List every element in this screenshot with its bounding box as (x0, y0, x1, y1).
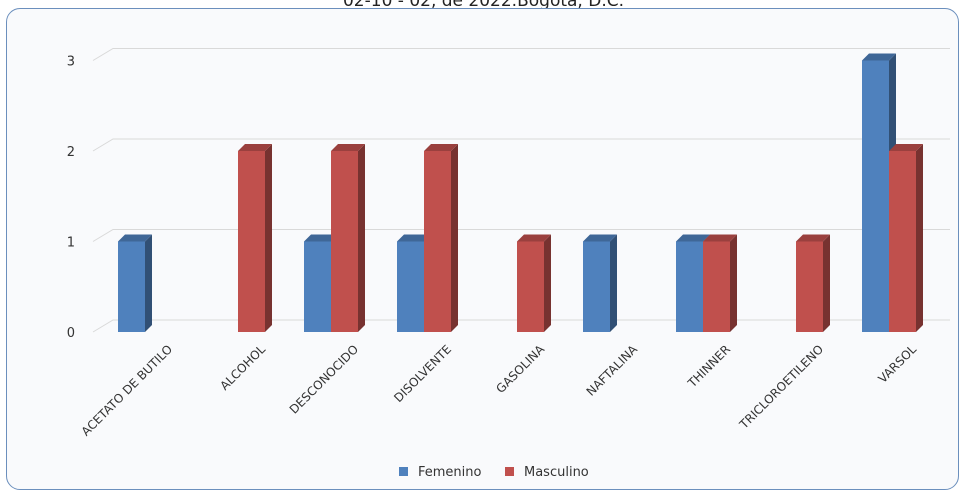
gridline (92, 229, 950, 242)
legend-label-femenino: Femenino (418, 465, 482, 480)
legend: Femenino Masculino (399, 465, 589, 480)
legend-swatch-femenino (399, 467, 408, 476)
gridline (92, 319, 950, 333)
x-tick-label: NAFTALINA (584, 342, 641, 399)
y-tick-label: 0 (67, 326, 75, 341)
x-tick-label: VARSOL (875, 342, 919, 386)
x-tick-label: ALCOHOL (217, 342, 268, 393)
bar-masculino-8 (796, 234, 830, 332)
bars (118, 53, 923, 332)
y-tick-label: 2 (67, 145, 75, 160)
bar-masculino-7 (703, 234, 737, 332)
bar-masculino-2 (238, 144, 272, 332)
gridlines (92, 48, 950, 333)
bar-masculino-9 (889, 144, 923, 332)
y-axis-ticks: 0 1 2 3 (67, 55, 75, 342)
legend-swatch-masculino (505, 467, 514, 476)
bar-femenino-1 (118, 234, 152, 332)
chart-title: 02-10 - 02, de 2022.Bogotá, D.C. (342, 0, 624, 11)
bar-masculino-5 (517, 234, 551, 332)
bar-masculino-4 (424, 144, 458, 332)
x-tick-label: THINNER (684, 342, 733, 391)
x-tick-label: DESCONOCIDO (287, 342, 361, 416)
gridline (92, 48, 950, 61)
bar-masculino-3 (331, 144, 365, 332)
x-tick-label: ACETATO DE BUTILO (79, 342, 175, 438)
gridline (92, 138, 950, 152)
legend-label-masculino: Masculino (524, 465, 589, 480)
y-tick-label: 1 (67, 236, 75, 251)
y-tick-label: 3 (67, 55, 75, 70)
x-tick-label: GASOLINA (493, 342, 547, 396)
x-tick-label: TRICLOROETILENO (736, 342, 826, 432)
x-axis-labels: ACETATO DE BUTILO ALCOHOL DESCONOCIDO DISOL… (79, 342, 920, 439)
bar-femenino-6 (583, 234, 617, 332)
x-tick-label: DISOLVENTE (391, 342, 454, 405)
